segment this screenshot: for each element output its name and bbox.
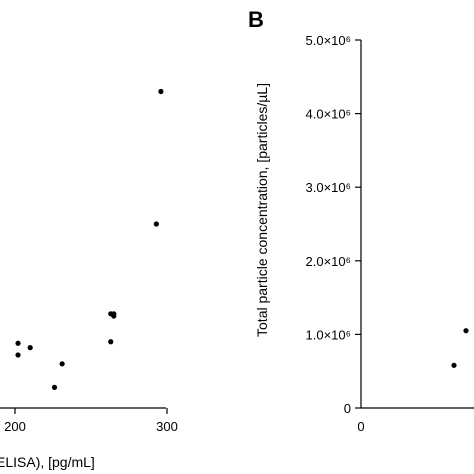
- panel-b-x-ticks: 0: [357, 419, 364, 434]
- panel-b-x-tick-label: 0: [357, 419, 364, 434]
- panel-b-y-tick-label: 1.0×10⁶: [306, 327, 351, 342]
- panel-a-scatter: 200 300 ELISA), [pg/mL]: [0, 88, 178, 470]
- panel-a-x-ticks: 200 300: [4, 408, 178, 434]
- panel-a-x-tick-label: 200: [4, 419, 26, 434]
- panel-a-point: [108, 339, 114, 345]
- panel-a-x-tick-label: 300: [156, 419, 178, 434]
- panel-a-point: [158, 88, 164, 95]
- panel-a-point: [59, 361, 65, 367]
- panel-a-point: [15, 340, 21, 346]
- panel-b-y-tick-label: 5.0×10⁶: [306, 33, 351, 48]
- panel-b-y-axis-title: Total particle concentration, [particles…: [254, 83, 270, 337]
- panel-a-point: [51, 384, 58, 390]
- panel-b-y-tick-label: 3.0×10⁶: [306, 180, 351, 195]
- panel-b-y-tick-label: 4.0×10⁶: [306, 107, 351, 122]
- panel-a-point: [27, 345, 33, 351]
- panel-b-y-tick-label: 2.0×10⁶: [306, 254, 351, 269]
- panel-b-point: [451, 362, 457, 368]
- panel-b-points: [451, 328, 469, 368]
- panel-b-y-ticks: 0 1.0×10⁶ 2.0×10⁶ 3.0×10⁶ 4.0×10⁶ 5.0×10⁶: [306, 33, 361, 416]
- panel-a-point: [111, 311, 117, 317]
- panel-a-point: [15, 352, 21, 358]
- panel-b-scatter: B 0 1.0×10⁶ 2.0×10⁶ 3.0×10⁶ 4.0×10⁶ 5.0×10⁶ 0…: [248, 7, 474, 434]
- panel-b-point: [463, 328, 469, 334]
- panel-a-point: [153, 221, 159, 227]
- panel-a-x-axis-title: ELISA), [pg/mL]: [0, 454, 95, 470]
- panel-b-letter: B: [248, 7, 264, 32]
- panel-b-y-tick-label: 0: [344, 401, 351, 416]
- panel-a-points: [15, 88, 164, 390]
